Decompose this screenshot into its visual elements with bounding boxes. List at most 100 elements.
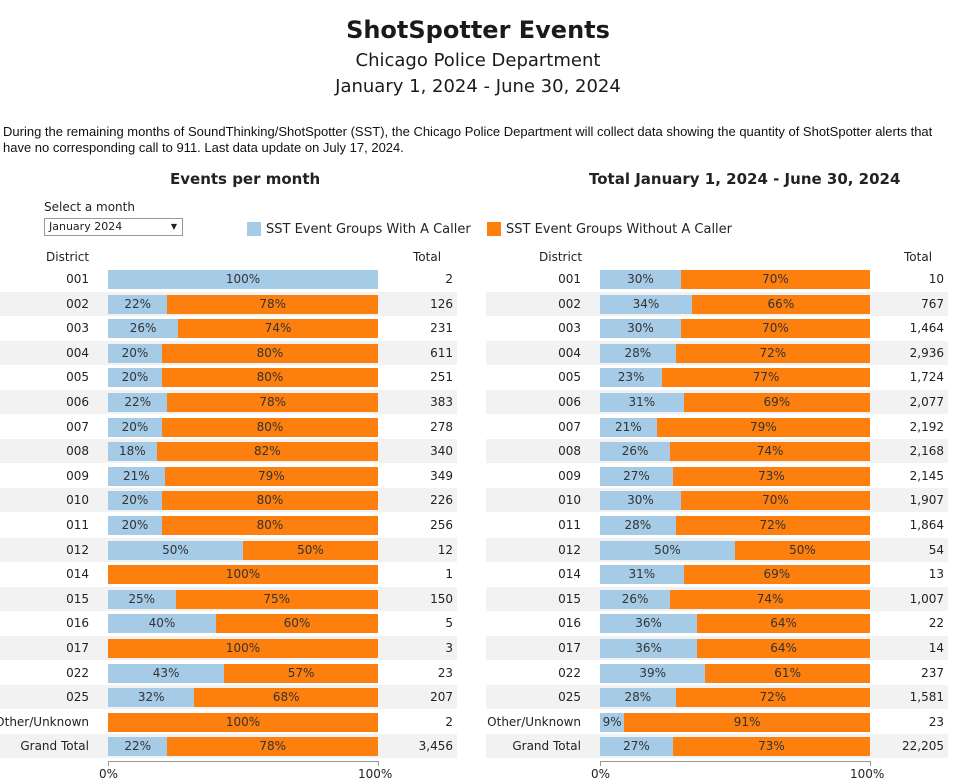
total-bar-6[interactable]: 21% 79%: [600, 417, 870, 437]
total-bar-13[interactable]: 26% 74%: [600, 589, 870, 609]
monthly-bar-12[interactable]: 100%: [108, 565, 378, 585]
bar-segment-without-caller[interactable]: 80%: [162, 516, 378, 535]
bar-segment-with-caller[interactable]: 30%: [600, 319, 681, 339]
bar-segment-without-caller[interactable]: 79%: [656, 417, 870, 437]
monthly-bar-17[interactable]: 32% 68%: [108, 688, 378, 708]
monthly-bar-8[interactable]: 21% 79%: [108, 466, 378, 486]
total-bar-5[interactable]: 31% 69%: [600, 393, 870, 412]
total-bar-12[interactable]: 31% 69%: [600, 565, 870, 585]
monthly-bar-5[interactable]: 22% 78%: [108, 393, 378, 412]
bar-segment-without-caller[interactable]: 91%: [624, 712, 870, 732]
bar-segment-with-caller[interactable]: 36%: [600, 614, 698, 634]
bar-segment-without-caller[interactable]: 74%: [670, 589, 870, 609]
bar-segment-without-caller[interactable]: 64%: [697, 639, 870, 658]
monthly-bar-2[interactable]: 26% 74%: [108, 319, 378, 339]
total-bar-19[interactable]: 27% 73%: [600, 737, 870, 757]
bar-segment-with-caller[interactable]: 50%: [108, 540, 243, 560]
bar-segment-without-caller[interactable]: 64%: [697, 614, 870, 634]
monthly-bar-14[interactable]: 40% 60%: [108, 614, 378, 634]
bar-segment-without-caller[interactable]: 74%: [178, 319, 378, 339]
total-bar-15[interactable]: 36% 64%: [600, 639, 870, 658]
bar-segment-without-caller[interactable]: 69%: [683, 393, 870, 412]
bar-segment-with-caller[interactable]: 20%: [108, 516, 162, 535]
bar-segment-with-caller[interactable]: 20%: [108, 343, 162, 363]
bar-segment-without-caller[interactable]: 74%: [670, 442, 870, 462]
bar-segment-without-caller[interactable]: 70%: [681, 319, 870, 339]
monthly-bar-6[interactable]: 20% 80%: [108, 417, 378, 437]
bar-segment-without-caller[interactable]: 69%: [683, 565, 870, 585]
bar-segment-without-caller[interactable]: 80%: [162, 491, 378, 511]
bar-segment-without-caller[interactable]: 100%: [108, 565, 378, 585]
bar-segment-with-caller[interactable]: 22%: [108, 737, 168, 757]
bar-segment-with-caller[interactable]: 22%: [108, 393, 168, 412]
bar-segment-with-caller[interactable]: 31%: [600, 393, 684, 412]
bar-segment-without-caller[interactable]: 73%: [672, 466, 870, 486]
bar-segment-without-caller[interactable]: 61%: [705, 663, 870, 683]
total-bar-3[interactable]: 28% 72%: [600, 343, 870, 363]
bar-segment-without-caller[interactable]: 75%: [175, 589, 378, 609]
total-bar-9[interactable]: 30% 70%: [600, 491, 870, 511]
bar-segment-with-caller[interactable]: 27%: [600, 466, 673, 486]
bar-segment-without-caller[interactable]: 80%: [162, 368, 378, 388]
bar-segment-without-caller[interactable]: 100%: [108, 639, 378, 658]
bar-segment-with-caller[interactable]: 23%: [600, 368, 663, 388]
monthly-bar-7[interactable]: 18% 82%: [108, 442, 378, 462]
bar-segment-without-caller[interactable]: 78%: [167, 393, 378, 412]
bar-segment-with-caller[interactable]: 36%: [600, 639, 698, 658]
bar-segment-with-caller[interactable]: 18%: [108, 442, 157, 462]
bar-segment-with-caller[interactable]: 43%: [108, 663, 225, 683]
bar-segment-without-caller[interactable]: 72%: [675, 688, 870, 708]
total-bar-8[interactable]: 27% 73%: [600, 466, 870, 486]
monthly-bar-16[interactable]: 43% 57%: [108, 663, 378, 683]
total-bar-14[interactable]: 36% 64%: [600, 614, 870, 634]
bar-segment-with-caller[interactable]: 21%: [108, 466, 165, 486]
monthly-bar-18[interactable]: 100%: [108, 712, 378, 732]
total-bar-7[interactable]: 26% 74%: [600, 442, 870, 462]
bar-segment-without-caller[interactable]: 80%: [162, 343, 378, 363]
total-bar-10[interactable]: 28% 72%: [600, 516, 870, 535]
monthly-bar-9[interactable]: 20% 80%: [108, 491, 378, 511]
bar-segment-without-caller[interactable]: 70%: [681, 491, 870, 511]
bar-segment-with-caller[interactable]: 28%: [600, 516, 676, 535]
legend-item-with-caller[interactable]: SST Event Groups With A Caller: [247, 221, 471, 237]
bar-segment-with-caller[interactable]: 31%: [600, 565, 684, 585]
bar-segment-with-caller[interactable]: 50%: [600, 540, 735, 560]
total-bar-18[interactable]: 9% 91%: [600, 712, 870, 732]
bar-segment-with-caller[interactable]: 22%: [108, 294, 168, 314]
total-bar-2[interactable]: 30% 70%: [600, 319, 870, 339]
total-bar-0[interactable]: 30% 70%: [600, 270, 870, 289]
total-bar-16[interactable]: 39% 61%: [600, 663, 870, 683]
month-select[interactable]: January 2024 ▼: [44, 218, 183, 236]
bar-segment-with-caller[interactable]: 30%: [600, 270, 681, 289]
bar-segment-with-caller[interactable]: 9%: [600, 712, 625, 732]
bar-segment-with-caller[interactable]: 28%: [600, 343, 676, 363]
bar-segment-without-caller[interactable]: 50%: [243, 540, 378, 560]
bar-segment-without-caller[interactable]: 100%: [108, 712, 378, 732]
bar-segment-with-caller[interactable]: 20%: [108, 491, 162, 511]
bar-segment-without-caller[interactable]: 78%: [167, 294, 378, 314]
bar-segment-with-caller[interactable]: 28%: [600, 688, 676, 708]
bar-segment-without-caller[interactable]: 79%: [164, 466, 378, 486]
total-bar-11[interactable]: 50% 50%: [600, 540, 870, 560]
bar-segment-without-caller[interactable]: 72%: [675, 343, 870, 363]
bar-segment-with-caller[interactable]: 100%: [108, 270, 378, 289]
monthly-bar-13[interactable]: 25% 75%: [108, 589, 378, 609]
bar-segment-without-caller[interactable]: 60%: [216, 614, 378, 634]
monthly-bar-15[interactable]: 100%: [108, 639, 378, 658]
bar-segment-without-caller[interactable]: 80%: [162, 417, 378, 437]
total-bar-1[interactable]: 34% 66%: [600, 294, 870, 314]
bar-segment-with-caller[interactable]: 25%: [108, 589, 176, 609]
bar-segment-without-caller[interactable]: 73%: [672, 737, 870, 757]
bar-segment-without-caller[interactable]: 57%: [224, 663, 378, 683]
monthly-bar-10[interactable]: 20% 80%: [108, 516, 378, 535]
bar-segment-with-caller[interactable]: 21%: [600, 417, 657, 437]
bar-segment-without-caller[interactable]: 68%: [194, 688, 378, 708]
bar-segment-with-caller[interactable]: 26%: [600, 589, 671, 609]
monthly-bar-1[interactable]: 22% 78%: [108, 294, 378, 314]
bar-segment-without-caller[interactable]: 72%: [675, 516, 870, 535]
bar-segment-without-caller[interactable]: 70%: [681, 270, 870, 289]
monthly-bar-3[interactable]: 20% 80%: [108, 343, 378, 363]
bar-segment-without-caller[interactable]: 77%: [662, 368, 870, 388]
bar-segment-with-caller[interactable]: 39%: [600, 663, 706, 683]
total-bar-4[interactable]: 23% 77%: [600, 368, 870, 388]
